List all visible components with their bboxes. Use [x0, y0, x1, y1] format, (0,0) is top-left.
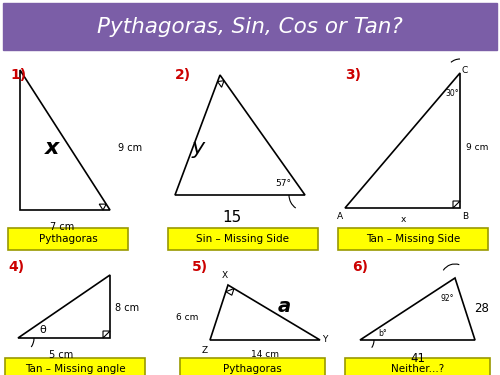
Text: 2): 2)	[175, 68, 191, 82]
Text: Tan – Missing angle: Tan – Missing angle	[24, 364, 126, 374]
Text: 28: 28	[474, 302, 489, 315]
Text: 92°: 92°	[441, 294, 454, 303]
Text: B: B	[462, 212, 468, 221]
Text: A: A	[337, 212, 343, 221]
Text: 5): 5)	[192, 260, 208, 274]
Bar	[180, 358, 325, 375]
Text: Pythagoras: Pythagoras	[38, 234, 98, 244]
Text: Pythagoras: Pythagoras	[223, 364, 282, 374]
Bar	[338, 228, 488, 250]
Text: 15: 15	[222, 210, 242, 225]
Text: Z: Z	[202, 346, 208, 355]
Text: 9 cm: 9 cm	[466, 144, 488, 153]
Bar	[3, 3, 497, 50]
Text: Pythagoras, Sin, Cos or Tan?: Pythagoras, Sin, Cos or Tan?	[97, 17, 403, 37]
Text: 1): 1)	[10, 68, 26, 82]
Text: 9 cm: 9 cm	[118, 143, 142, 153]
Text: b°: b°	[378, 328, 388, 338]
Bar	[168, 228, 318, 250]
Text: y: y	[192, 138, 204, 158]
Text: 3): 3)	[345, 68, 361, 82]
Bar	[5, 358, 145, 375]
Text: 6): 6)	[352, 260, 368, 274]
Text: 57°: 57°	[276, 180, 291, 189]
Text: 4): 4)	[8, 260, 24, 274]
Text: X: X	[222, 271, 228, 280]
Text: Tan – Missing Side: Tan – Missing Side	[366, 234, 460, 244]
Text: θ: θ	[40, 325, 46, 335]
Text: 8 cm: 8 cm	[115, 303, 139, 313]
Text: Y: Y	[322, 336, 328, 345]
Text: x: x	[400, 215, 406, 224]
Text: C: C	[462, 66, 468, 75]
Text: Sin – Missing Side: Sin – Missing Side	[196, 234, 290, 244]
Text: Neither...?: Neither...?	[391, 364, 444, 374]
Text: 6 cm: 6 cm	[176, 312, 198, 321]
Text: a: a	[278, 297, 290, 316]
Text: 5 cm: 5 cm	[49, 350, 73, 360]
Text: 7 cm: 7 cm	[50, 222, 74, 232]
Text: 41: 41	[410, 352, 426, 365]
Text: 14 cm: 14 cm	[251, 350, 279, 359]
Bar	[345, 358, 490, 375]
Text: x: x	[45, 138, 59, 158]
Text: 30°: 30°	[446, 89, 459, 98]
Bar	[8, 228, 128, 250]
